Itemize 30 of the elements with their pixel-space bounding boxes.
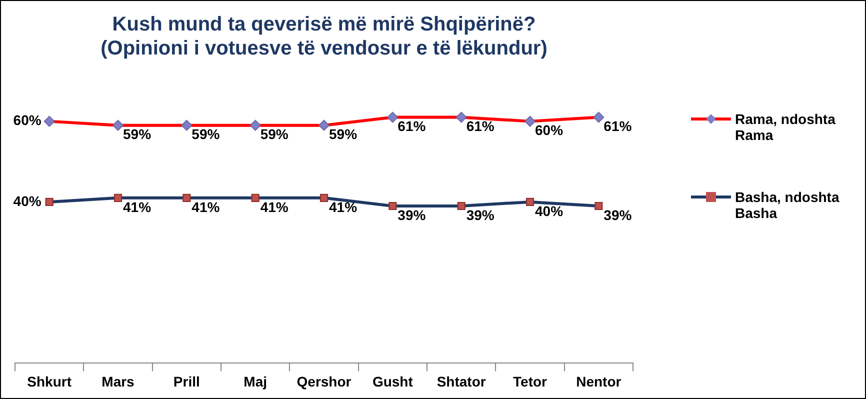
data-label: 40% bbox=[13, 192, 42, 209]
data-label: 41% bbox=[329, 198, 358, 215]
x-tick-label: Maj bbox=[244, 373, 268, 390]
x-tick-label: Mars bbox=[102, 373, 135, 390]
data-label: 39% bbox=[398, 206, 426, 223]
data-label: 60% bbox=[13, 112, 42, 128]
data-label: 59% bbox=[123, 126, 152, 142]
x-tick-label: Shtator bbox=[436, 373, 486, 390]
x-tick-label: Nentor bbox=[576, 373, 622, 390]
x-tick-label: Qershor bbox=[296, 373, 352, 390]
x-tick-label: Gusht bbox=[372, 373, 414, 390]
data-label: 39% bbox=[604, 206, 632, 223]
data-label: 39% bbox=[466, 206, 495, 223]
data-label: 61% bbox=[466, 118, 495, 134]
legend-label: Basha, ndoshta Basha bbox=[735, 189, 840, 221]
chart-title: Kush mund ta qeverisë më mirë Shqipërinë? (Opinioni i votuesve të vendosur e të lëkundur) bbox=[100, 14, 548, 60]
data-label: 41% bbox=[123, 198, 152, 215]
data-label: 59% bbox=[329, 126, 358, 142]
x-tick-label: Prill bbox=[173, 373, 200, 390]
x-tick-label: Shkurt bbox=[27, 373, 72, 390]
data-label: 59% bbox=[260, 126, 289, 142]
data-label: 59% bbox=[192, 126, 220, 142]
data-label: 60% bbox=[535, 122, 564, 138]
data-label: 61% bbox=[398, 118, 426, 134]
data-label: 61% bbox=[604, 118, 632, 134]
x-tick-label: Tetor bbox=[513, 373, 548, 390]
legend-label: Rama, ndoshta Rama bbox=[735, 111, 836, 143]
data-label: 40% bbox=[535, 202, 564, 219]
data-label: 41% bbox=[260, 198, 289, 215]
data-label: 41% bbox=[192, 198, 220, 215]
